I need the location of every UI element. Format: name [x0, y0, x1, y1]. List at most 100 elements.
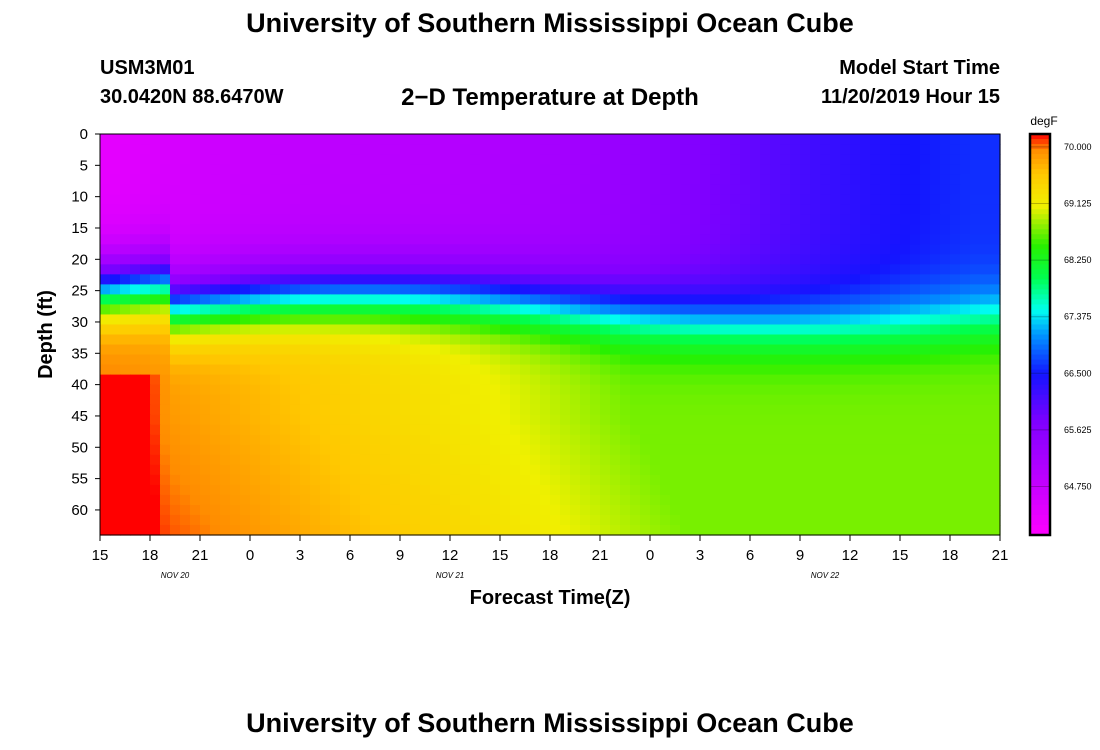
heatmap-cell	[940, 364, 951, 376]
heatmap-cell	[120, 334, 131, 346]
heatmap-cell	[420, 444, 431, 456]
heatmap-cell	[560, 234, 571, 245]
heatmap-cell	[370, 514, 381, 526]
heatmap-cell	[720, 494, 731, 506]
heatmap-cell	[770, 294, 781, 306]
heatmap-cell	[980, 424, 991, 436]
heatmap-cell	[970, 154, 981, 165]
heatmap-cell	[920, 404, 931, 416]
colorbar-band	[1030, 244, 1050, 250]
heatmap-cell	[760, 184, 771, 195]
heatmap-cell	[220, 524, 231, 536]
heatmap-cell	[520, 314, 531, 326]
heatmap-cell	[380, 134, 391, 145]
heatmap-cell	[800, 484, 811, 496]
heatmap-cell	[510, 224, 521, 235]
heatmap-cell	[560, 184, 571, 195]
x-tick-label: 3	[296, 547, 304, 564]
heatmap-cell	[190, 394, 201, 406]
heatmap-cell	[190, 314, 201, 326]
heatmap-cell	[390, 304, 401, 316]
heatmap-cell	[530, 144, 541, 155]
heatmap-cell	[260, 424, 271, 436]
x-tick-label: 18	[142, 547, 159, 564]
heatmap-cell	[620, 434, 631, 446]
heatmap-cell	[310, 434, 321, 446]
heatmap-cell	[490, 224, 501, 235]
heatmap-cell	[620, 514, 631, 526]
heatmap-cell	[540, 344, 551, 356]
heatmap-cell	[120, 224, 131, 235]
heatmap-cell	[920, 504, 931, 516]
heatmap-cell	[740, 284, 751, 296]
heatmap-cell	[410, 434, 421, 446]
heatmap-cell	[700, 294, 711, 306]
heatmap-cell	[770, 364, 781, 376]
heatmap-cell	[830, 334, 841, 346]
heatmap-cell	[390, 464, 401, 476]
heatmap-cell	[770, 264, 781, 275]
heatmap-cell	[230, 254, 241, 265]
heatmap-cell	[110, 314, 121, 326]
heatmap-cell	[140, 134, 151, 145]
heatmap-cell	[560, 144, 571, 155]
heatmap-cell	[880, 494, 891, 506]
heatmap-cell	[820, 164, 831, 175]
heatmap-cell	[530, 244, 541, 255]
heatmap-cell	[400, 164, 411, 175]
heatmap-cell	[130, 284, 141, 296]
heatmap-cell	[780, 194, 791, 205]
heatmap-cell	[930, 444, 941, 456]
heatmap-cell	[490, 294, 501, 306]
heatmap-cell	[330, 434, 341, 446]
heatmap-cell	[690, 194, 701, 205]
heatmap-cell	[480, 274, 491, 285]
heatmap-cell	[890, 324, 901, 336]
heatmap-cell	[630, 204, 641, 215]
heatmap-cell	[980, 414, 991, 426]
heatmap-cell	[350, 274, 361, 285]
heatmap-cell	[780, 224, 791, 235]
heatmap-cell	[160, 394, 171, 406]
heatmap-cell	[350, 454, 361, 466]
heatmap-cell	[290, 154, 301, 165]
heatmap-cell	[400, 204, 411, 215]
heatmap-cell	[600, 364, 611, 376]
heatmap-cell	[580, 274, 591, 285]
heatmap-cell	[480, 474, 491, 486]
heatmap-cell	[170, 474, 181, 486]
heatmap-cell	[180, 384, 191, 396]
heatmap-cell	[720, 194, 731, 205]
heatmap-cell	[310, 354, 321, 366]
heatmap-cell	[160, 524, 171, 536]
heatmap-cell	[620, 454, 631, 466]
heatmap-cell	[790, 514, 801, 526]
heatmap-cell	[220, 254, 231, 265]
heatmap-cell	[470, 524, 481, 536]
heatmap-cell	[980, 134, 991, 145]
heatmap-cell	[570, 504, 581, 516]
heatmap-cell	[430, 484, 441, 496]
heatmap-cell	[900, 514, 911, 526]
heatmap-cell	[720, 234, 731, 245]
heatmap-cell	[430, 234, 441, 245]
heatmap-cell	[350, 344, 361, 356]
heatmap-cell	[200, 344, 211, 356]
heatmap-cell	[420, 484, 431, 496]
heatmap-cell	[210, 454, 221, 466]
heatmap-cell	[390, 504, 401, 516]
heatmap-cell	[190, 194, 201, 205]
heatmap-cell	[500, 514, 511, 526]
heatmap-cell	[920, 294, 931, 306]
heatmap-cell	[160, 344, 171, 356]
heatmap-cell	[200, 514, 211, 526]
heatmap-cell	[150, 284, 161, 296]
heatmap-cell	[580, 174, 591, 185]
heatmap-cell	[320, 384, 331, 396]
heatmap-cell	[200, 254, 211, 265]
heatmap-cell	[510, 364, 521, 376]
heatmap-cell	[610, 314, 621, 326]
heatmap-cell	[960, 304, 971, 316]
heatmap-cell	[100, 304, 111, 316]
heatmap-cell	[190, 344, 201, 356]
